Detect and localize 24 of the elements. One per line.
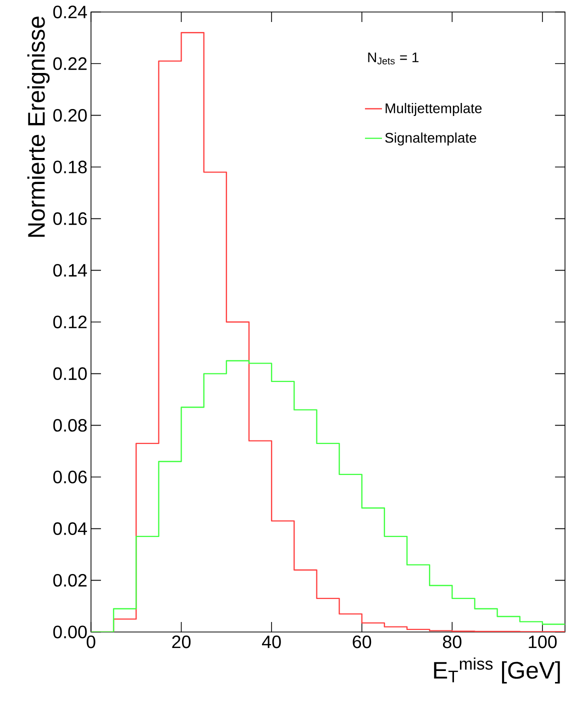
legend-label: Multijettemplate [386, 102, 482, 116]
y-tick-label: 0.20 [53, 108, 87, 122]
y-axis-title: Normierte Ereignisse [27, 16, 50, 237]
y-tick-label: 0.16 [53, 212, 87, 226]
x-tick-label: 60 [352, 636, 372, 648]
y-tick-label: 0.06 [53, 470, 87, 484]
x-tick-label: 100 [528, 636, 557, 648]
y-tick-label: 0.24 [53, 6, 87, 18]
x-tick-label: 0 [86, 636, 96, 648]
y-tick-label: 0.02 [53, 574, 87, 587]
y-tick-label: 0.04 [53, 522, 87, 536]
y-tick-label: 0.12 [53, 316, 87, 328]
y-tick-label: 0.08 [53, 418, 87, 432]
y-tick-label: 0.18 [53, 160, 87, 174]
y-tick-label: 0.22 [53, 57, 87, 70]
x-tick-label: 20 [172, 636, 191, 648]
annotation: N$_{Jets}$ = 1 [368, 52, 419, 64]
y-tick-label: 0.00 [53, 626, 87, 638]
x-tick-label: 80 [442, 636, 462, 648]
x-tick-label: 40 [262, 636, 281, 648]
y-tick-label: 0.14 [53, 264, 87, 277]
y-tick-label: 0.10 [53, 367, 87, 380]
legend-label: Signaltemplate [385, 132, 476, 146]
x-axis-title: E$_{T}$$^{miss}$ [GeV] [434, 657, 560, 684]
